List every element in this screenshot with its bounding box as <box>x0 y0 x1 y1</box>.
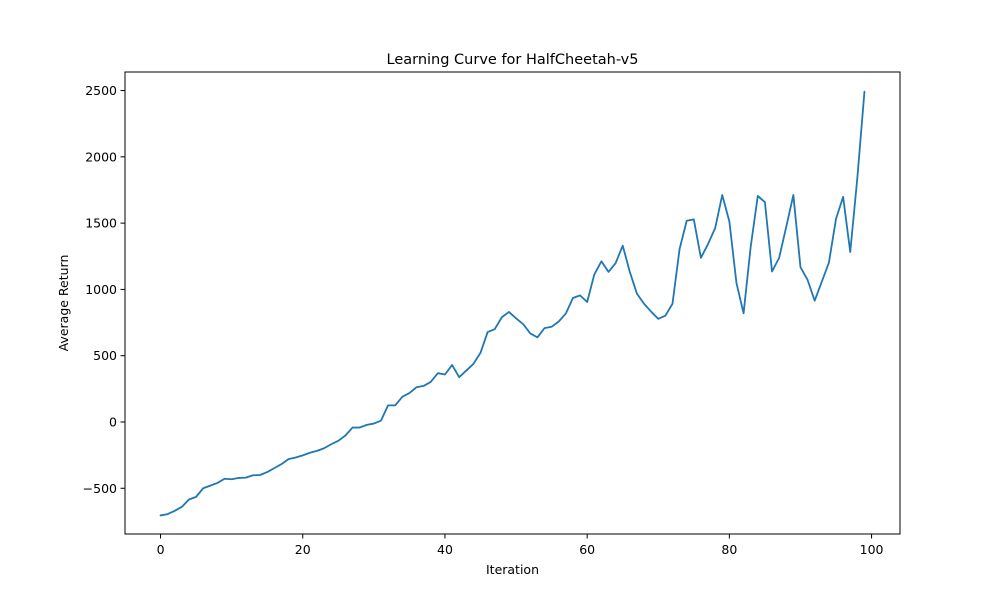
x-axis-label: Iteration <box>486 562 539 577</box>
x-tick-label: 80 <box>721 542 737 557</box>
y-tick-label: 2000 <box>85 149 117 164</box>
plot-frame <box>124 71 901 535</box>
x-tick-label: 40 <box>437 542 453 557</box>
x-tick-label: 0 <box>157 542 165 557</box>
y-tick-label: 1500 <box>85 216 117 231</box>
series-line-0 <box>159 90 866 517</box>
plot-area <box>124 71 901 535</box>
x-tick-label: 60 <box>579 542 595 557</box>
y-tick-label: −500 <box>83 481 117 496</box>
y-tick-label: 0 <box>109 414 117 429</box>
x-tick-label: 20 <box>295 542 311 557</box>
chart-title: Learning Curve for HalfCheetah-v5 <box>387 52 639 68</box>
y-axis-label: Average Return <box>56 255 71 352</box>
y-tick-label: 1000 <box>85 282 117 297</box>
y-axis: −500 0 500 1000 1500 2000 2500 <box>83 83 125 496</box>
x-tick-label: 100 <box>860 542 884 557</box>
x-axis: 0 20 40 60 80 100 <box>157 534 884 557</box>
y-tick-label: 2500 <box>85 83 117 98</box>
y-tick-label: 500 <box>93 348 117 363</box>
